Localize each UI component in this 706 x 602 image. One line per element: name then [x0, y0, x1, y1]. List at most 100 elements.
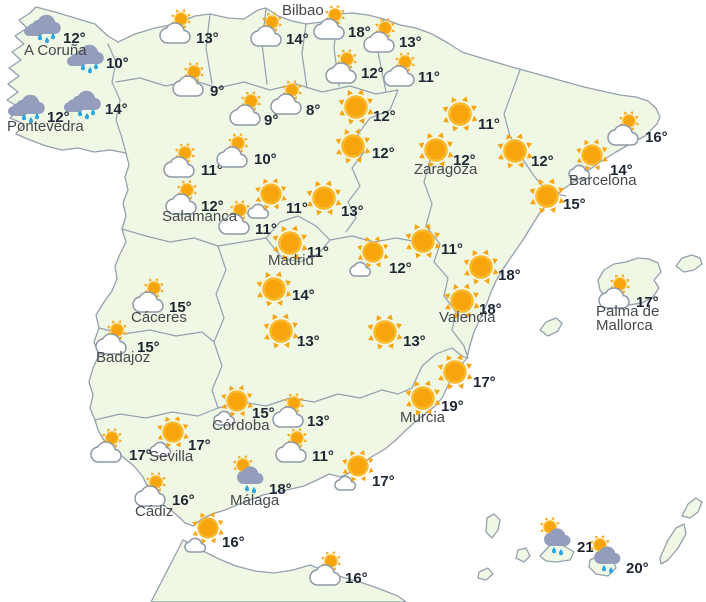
region-border-valencia-west — [423, 159, 469, 359]
suncloud-icon — [349, 236, 389, 277]
temperature-label: 11° — [441, 241, 463, 258]
sun-weather-marker[interactable] — [457, 243, 505, 291]
temperature-label: 15° — [169, 299, 192, 316]
partly-weather-marker[interactable] — [159, 175, 207, 223]
sunrain-weather-marker[interactable] — [534, 514, 582, 562]
suncloud-weather-marker[interactable] — [211, 382, 259, 430]
partly-weather-marker[interactable] — [303, 546, 351, 594]
sun-icon — [442, 96, 478, 132]
sun-weather-marker[interactable] — [329, 122, 377, 170]
sun-weather-marker[interactable] — [491, 127, 539, 175]
partly-icon — [607, 110, 640, 146]
city-label: Barcelona — [569, 172, 637, 189]
suncloud-weather-marker[interactable] — [245, 175, 293, 223]
suncloud-icon — [149, 416, 189, 457]
partly-weather-marker[interactable] — [377, 47, 425, 95]
partly-weather-marker[interactable] — [153, 4, 201, 52]
partly-weather-marker[interactable] — [319, 44, 367, 92]
rain-icon — [67, 44, 104, 74]
city-label: Cádiz — [135, 503, 174, 520]
sun-weather-marker[interactable] — [431, 348, 479, 396]
suncloud-weather-marker[interactable] — [182, 509, 230, 557]
partly-weather-marker[interactable] — [266, 388, 314, 436]
partly-weather-marker[interactable] — [357, 13, 405, 61]
partly-icon — [90, 427, 123, 463]
partly-weather-marker[interactable] — [84, 423, 132, 471]
suncloud-weather-marker[interactable] — [332, 447, 380, 495]
temperature-label: 17° — [129, 447, 152, 464]
suncloud-weather-marker[interactable] — [147, 413, 195, 461]
partly-weather-marker[interactable] — [307, 0, 355, 48]
temperature-label: 16° — [645, 129, 668, 146]
sun-weather-marker[interactable] — [361, 308, 409, 356]
city-label: Córdoba — [212, 417, 270, 434]
rain-weather-marker[interactable] — [23, 3, 71, 51]
lanzarote-island — [681, 497, 703, 519]
partly-weather-marker[interactable] — [89, 315, 137, 363]
partly-icon — [270, 79, 303, 115]
partly-icon — [229, 90, 262, 126]
suncloud-weather-marker[interactable] — [566, 136, 614, 184]
partly-icon — [363, 17, 396, 53]
suncloud-weather-marker[interactable] — [347, 233, 395, 281]
city-label: Cáceres — [131, 309, 187, 326]
partly-weather-marker[interactable] — [601, 106, 649, 154]
region-border-north — [115, 77, 399, 95]
sun-weather-marker[interactable] — [332, 83, 380, 131]
partly-weather-marker[interactable] — [210, 128, 258, 176]
temperature-label: 18° — [498, 267, 521, 284]
region-border-andalusia-north — [94, 387, 413, 421]
sunrain-icon — [589, 534, 621, 574]
partly-weather-marker[interactable] — [126, 273, 174, 321]
sun-weather-marker[interactable] — [250, 265, 298, 313]
temperature-label: 20° — [626, 560, 649, 577]
partly-weather-marker[interactable] — [592, 269, 640, 317]
sun-weather-marker[interactable] — [412, 126, 460, 174]
temperature-label: 13° — [399, 34, 422, 51]
partly-weather-marker[interactable] — [166, 57, 214, 105]
partly-weather-marker[interactable] — [128, 467, 176, 515]
temperature-label: 16° — [222, 534, 245, 551]
sunrain-weather-marker[interactable] — [584, 532, 632, 580]
sun-weather-marker[interactable] — [399, 374, 447, 422]
partly-icon — [250, 11, 283, 47]
temperature-label: 12° — [531, 153, 554, 170]
partly-weather-marker[interactable] — [264, 75, 312, 123]
sun-weather-marker[interactable] — [266, 219, 314, 267]
sun-weather-marker[interactable] — [300, 174, 348, 222]
suncloud-icon — [213, 385, 253, 426]
city-label: Murcia — [400, 409, 446, 426]
temperature-label: 11° — [201, 162, 223, 179]
temperature-label: 15° — [137, 339, 160, 356]
temperature-label: 11° — [286, 200, 308, 217]
temperature-label: 13° — [403, 333, 426, 350]
sun-weather-marker[interactable] — [436, 90, 484, 138]
rain-weather-marker[interactable] — [63, 79, 111, 127]
rain-weather-marker[interactable] — [7, 83, 55, 131]
temperature-label: 11° — [418, 69, 440, 86]
partly-icon — [132, 277, 165, 313]
partly-weather-marker[interactable] — [244, 7, 292, 55]
temperature-label: 10° — [106, 55, 129, 72]
sun-icon — [529, 178, 565, 214]
sun-icon — [405, 223, 441, 259]
partly-weather-marker[interactable] — [212, 195, 260, 243]
temperature-label: 12° — [389, 260, 412, 277]
temperature-label: 13° — [341, 203, 364, 220]
rain-weather-marker[interactable] — [66, 33, 114, 81]
sun-weather-marker[interactable] — [399, 217, 447, 265]
sun-weather-marker[interactable] — [257, 307, 305, 355]
partly-weather-marker[interactable] — [157, 138, 205, 186]
sun-weather-marker[interactable] — [523, 172, 571, 220]
partly-weather-marker[interactable] — [269, 423, 317, 471]
temperature-label: 10° — [254, 151, 277, 168]
sun-weather-marker[interactable] — [438, 277, 486, 325]
temperature-label: 11° — [478, 116, 500, 133]
temperature-label: 13° — [196, 30, 219, 47]
partly-weather-marker[interactable] — [223, 86, 271, 134]
sunrain-weather-marker[interactable] — [227, 452, 275, 500]
temperature-label: 9° — [264, 112, 279, 129]
temperature-label: 11° — [255, 221, 277, 238]
partly-icon — [272, 392, 305, 428]
partly-icon — [325, 48, 358, 84]
